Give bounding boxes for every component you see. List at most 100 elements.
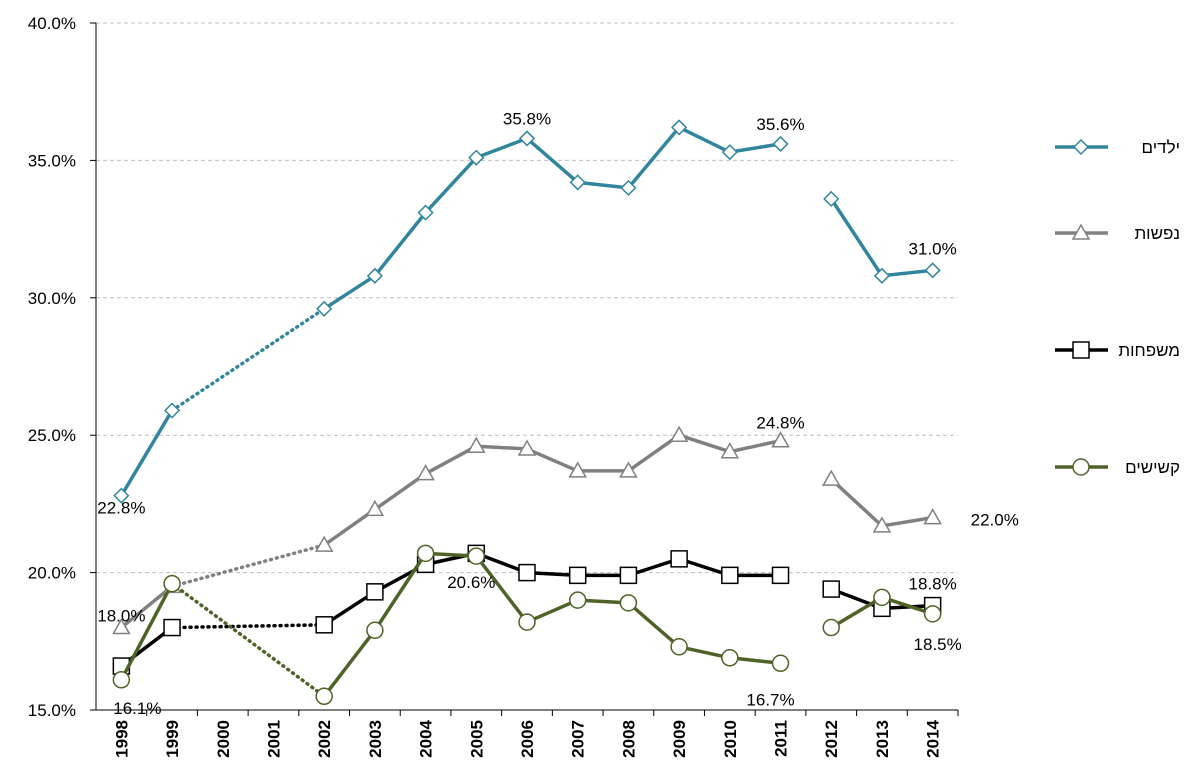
marker [872,516,892,533]
x-tick-label: 2008 [619,720,638,758]
x-tick-label: 2005 [467,720,486,758]
series-line [120,584,174,629]
marker [1072,458,1090,476]
data-label: 22.8% [97,499,145,518]
gap-line [170,623,326,630]
marker [517,439,537,456]
x-tick-label: 2000 [214,720,233,758]
marker [924,262,941,279]
series-line [323,551,781,627]
marker [518,563,536,582]
legend-label: קשישים [1125,458,1180,477]
data-label: 18.0% [97,607,145,626]
marker [163,402,181,419]
marker [669,425,689,442]
series-line [323,125,781,311]
marker [568,461,587,478]
y-tick-label: 20.0% [28,564,76,583]
marker [163,618,181,637]
marker [468,149,485,166]
marker [822,580,840,598]
x-tick-label: 2014 [924,719,943,757]
data-label: 35.8% [503,109,551,128]
marker [771,654,790,673]
marker [1072,138,1090,156]
y-tick-label: 15.0% [28,701,76,720]
series-line [322,551,781,698]
y-tick-label: 40.0% [28,14,76,33]
marker [923,508,942,525]
marker [518,130,536,147]
marker [721,649,739,667]
marker [923,605,942,623]
marker [112,618,131,635]
x-tick-label: 1998 [112,720,131,758]
x-tick-label: 2013 [873,720,892,758]
marker [518,613,536,631]
marker [619,566,638,585]
marker [568,591,587,609]
data-label: 24.8% [756,414,804,433]
marker [568,566,587,585]
marker [112,671,131,689]
x-tick-label: 2010 [721,720,740,758]
marker [467,436,486,453]
marker [1072,341,1090,359]
marker [720,442,740,459]
data-label: 16.1% [113,699,161,718]
series-line [119,409,174,497]
gap-line [170,581,326,699]
x-tick-label: 2001 [264,720,283,758]
marker [619,461,638,478]
data-label: 18.8% [909,575,957,594]
legend-label: נפשות [1134,224,1180,243]
y-tick-label: 35.0% [28,151,76,170]
marker [772,135,789,152]
gap-line [170,307,326,413]
marker [721,566,739,585]
x-tick-label: 2002 [315,720,334,758]
marker [316,300,333,317]
data-label: 16.7% [746,690,794,709]
y-tick-label: 30.0% [28,289,76,308]
marker [721,144,738,161]
marker [467,547,486,565]
marker [366,621,384,640]
x-tick-label: 2003 [366,720,385,758]
marker [771,566,790,585]
legend-label: ילדים [1142,138,1180,157]
marker [365,499,385,517]
marker [417,204,434,221]
data-label: 20.6% [447,573,495,592]
x-tick-label: 1999 [163,720,182,758]
marker [670,550,688,568]
y-tick-label: 25.0% [28,426,76,445]
data-label: 35.6% [756,115,804,134]
marker [416,464,435,481]
gap-line [170,543,326,589]
marker [619,594,638,612]
marker [314,535,334,552]
x-tick-label: 2006 [518,720,537,758]
marker [821,469,841,486]
marker [671,119,688,136]
x-tick-label: 2007 [569,720,588,758]
series-line [119,582,174,681]
marker [771,431,790,448]
marker [366,583,384,601]
series-line [829,197,933,278]
marker [620,179,637,196]
marker [416,544,435,563]
series-line [323,433,781,547]
legend-label: משפחות [1118,341,1180,360]
data-label: 18.5% [914,635,962,654]
marker [569,174,586,191]
marker [822,618,840,637]
x-tick-label: 2011 [772,720,791,757]
marker [366,267,383,284]
data-label: 22.0% [971,511,1019,530]
marker [670,638,688,656]
x-tick-label: 2004 [417,719,436,757]
marker [315,687,333,706]
